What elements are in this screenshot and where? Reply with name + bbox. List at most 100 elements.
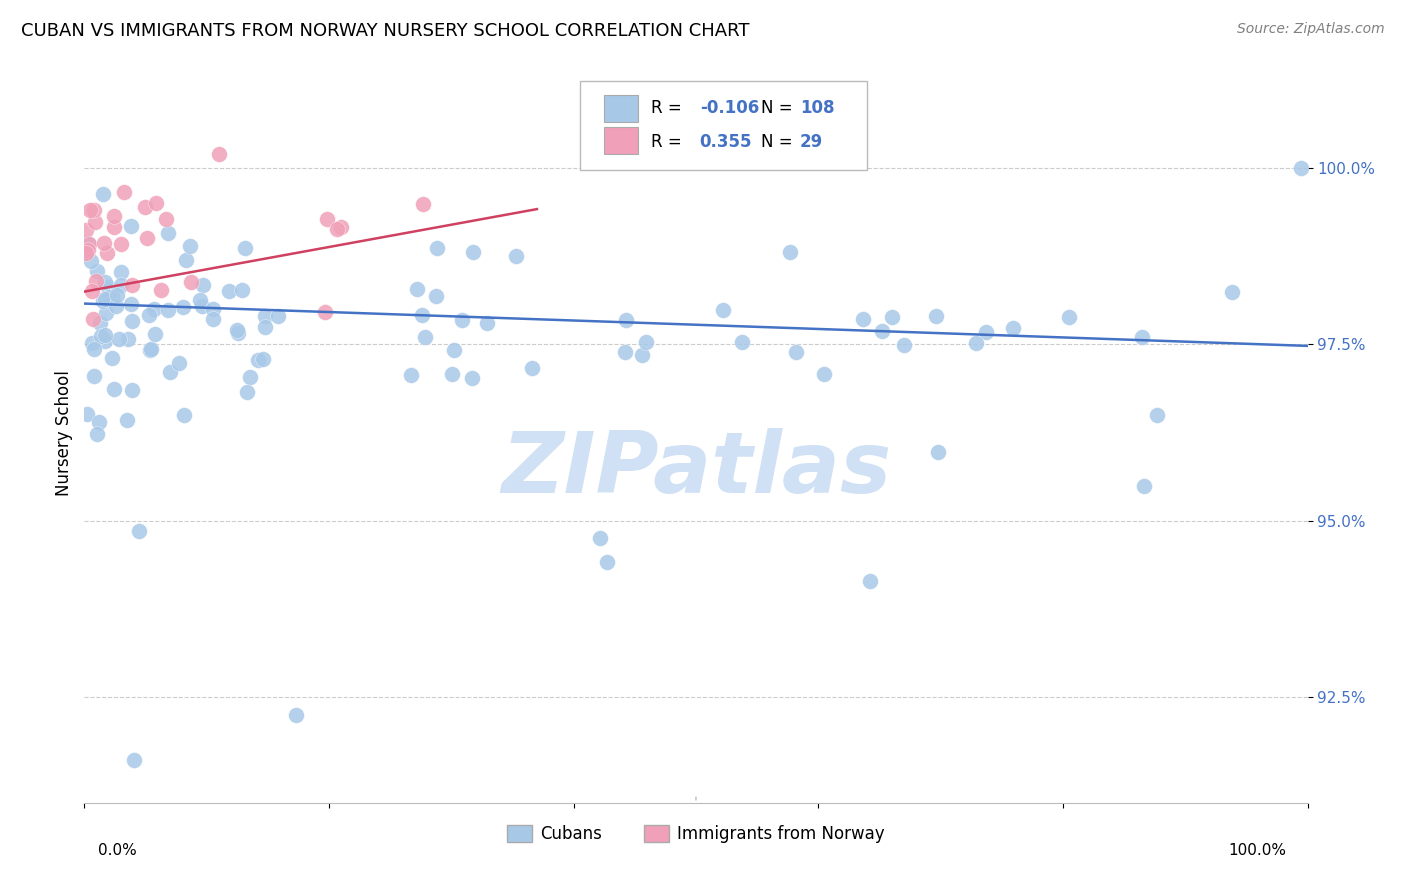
Point	[120, 219, 142, 233]
Point	[443, 343, 465, 357]
Point	[142, 301, 165, 316]
Point	[77, 243, 100, 257]
Point	[84, 274, 107, 288]
Point	[122, 753, 145, 767]
Text: R =: R =	[651, 133, 686, 151]
Point	[405, 282, 427, 296]
Point	[93, 334, 115, 348]
Point	[882, 310, 904, 324]
Text: 0.0%: 0.0%	[98, 843, 138, 858]
Point	[235, 385, 257, 400]
Point	[110, 265, 132, 279]
Point	[208, 147, 231, 161]
Point	[155, 211, 177, 226]
Point	[461, 244, 484, 259]
Point	[159, 365, 181, 379]
Point	[193, 278, 215, 293]
Text: ZIPatlas: ZIPatlas	[501, 428, 891, 511]
Point	[120, 296, 142, 310]
Point	[1291, 161, 1313, 176]
Point	[117, 332, 139, 346]
Point	[110, 237, 132, 252]
Point	[115, 413, 138, 427]
Text: N =: N =	[761, 133, 797, 151]
Point	[83, 203, 105, 218]
Point	[83, 368, 105, 383]
Point	[79, 202, 101, 217]
Point	[1059, 310, 1081, 324]
Point	[927, 445, 949, 459]
Point	[94, 328, 117, 343]
Point	[441, 367, 464, 381]
Point	[94, 306, 117, 320]
Point	[202, 301, 225, 316]
Point	[411, 308, 433, 322]
Point	[86, 264, 108, 278]
Point	[965, 335, 987, 350]
Point	[103, 209, 125, 223]
Point	[254, 310, 277, 324]
Text: 29: 29	[800, 133, 823, 151]
Point	[105, 299, 128, 313]
Point	[1002, 320, 1025, 334]
Point	[314, 304, 336, 318]
Point	[145, 196, 167, 211]
Point	[596, 555, 619, 569]
Point	[121, 278, 143, 293]
Point	[779, 245, 801, 260]
Point	[76, 407, 98, 421]
Point	[156, 227, 179, 241]
Text: 108: 108	[800, 99, 834, 118]
Text: CUBAN VS IMMIGRANTS FROM NORWAY NURSERY SCHOOL CORRELATION CHART: CUBAN VS IMMIGRANTS FROM NORWAY NURSERY …	[21, 22, 749, 40]
Point	[872, 324, 894, 338]
Point	[134, 200, 156, 214]
Point	[86, 427, 108, 442]
Point	[90, 328, 112, 343]
Text: N =: N =	[761, 99, 797, 118]
Point	[233, 241, 256, 255]
Point	[426, 241, 449, 255]
Point	[188, 293, 211, 307]
Point	[103, 383, 125, 397]
Point	[1133, 479, 1156, 493]
Point	[143, 327, 166, 342]
Point	[101, 290, 124, 304]
Point	[976, 325, 998, 339]
Point	[412, 197, 434, 211]
Point	[128, 524, 150, 538]
Point	[325, 222, 347, 236]
Point	[75, 246, 97, 260]
Point	[190, 299, 212, 313]
Point	[80, 285, 103, 299]
Point	[77, 235, 100, 250]
Point	[96, 245, 118, 260]
Point	[316, 211, 339, 226]
Bar	[605, 127, 638, 153]
FancyBboxPatch shape	[579, 81, 868, 169]
Point	[711, 302, 734, 317]
Point	[1222, 285, 1244, 300]
Point	[101, 351, 124, 366]
Point	[630, 348, 652, 362]
Point	[87, 415, 110, 429]
Y-axis label: Nursery School: Nursery School	[55, 369, 73, 496]
Point	[77, 237, 100, 252]
Point	[247, 353, 270, 368]
Point	[93, 236, 115, 251]
Text: Source: ZipAtlas.com: Source: ZipAtlas.com	[1237, 22, 1385, 37]
Point	[91, 294, 114, 309]
Point	[75, 223, 97, 237]
Point	[399, 368, 422, 383]
Point	[121, 383, 143, 397]
Point	[173, 408, 195, 422]
Point	[520, 361, 543, 376]
Point	[218, 284, 240, 298]
Point	[859, 574, 882, 589]
Point	[174, 252, 197, 267]
Point	[110, 278, 132, 293]
Point	[138, 308, 160, 322]
Point	[201, 311, 224, 326]
Point	[98, 291, 121, 305]
Point	[180, 276, 202, 290]
Point	[267, 310, 290, 324]
